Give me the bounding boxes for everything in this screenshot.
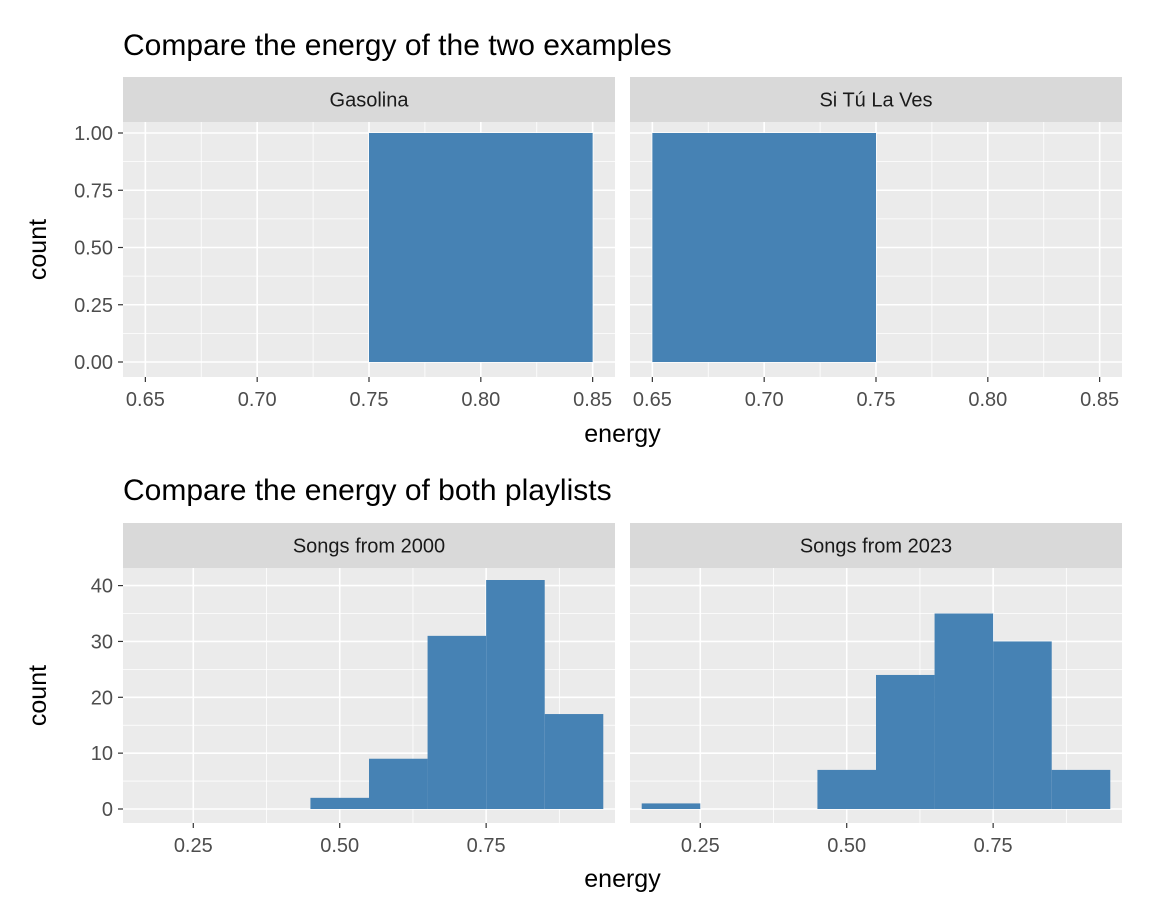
x-tick-label: 0.65 xyxy=(633,389,672,411)
histogram-bar xyxy=(369,133,593,362)
x-axis-title: energy xyxy=(584,865,661,893)
x-tick-label: 0.65 xyxy=(126,389,165,411)
histogram-bar xyxy=(934,613,994,809)
x-tick-label: 0.50 xyxy=(320,835,359,857)
x-tick-label: 0.75 xyxy=(857,389,896,411)
x-tick-label: 0.85 xyxy=(1080,389,1119,411)
x-tick-label: 0.25 xyxy=(174,835,213,857)
x-tick-label: 0.70 xyxy=(238,389,277,411)
facet-label: Si Tú La Ves xyxy=(819,90,932,112)
y-tick-label: 0 xyxy=(102,799,113,821)
y-axis-title: count xyxy=(24,219,52,280)
y-tick-label: 0.25 xyxy=(74,295,113,317)
y-axis-title: count xyxy=(24,665,52,726)
facet-strip xyxy=(630,523,1122,568)
facet-panel: Si Tú La Ves 0.65 0.70 0.75 0.80 0.85 xyxy=(630,77,1122,411)
x-tick-label: 0.85 xyxy=(573,389,612,411)
histogram-bar xyxy=(1051,769,1111,809)
histogram-bar xyxy=(641,803,701,809)
histogram-bar xyxy=(544,714,604,809)
y-tick-label: 40 xyxy=(91,576,113,598)
x-tick-label: 0.75 xyxy=(974,835,1013,857)
chart-title: Compare the energy of both playlists xyxy=(123,474,612,507)
histogram-bar xyxy=(817,769,876,809)
chart-2: Compare the energy of both playlists Song… xyxy=(24,474,1122,893)
facet-label: Gasolina xyxy=(330,90,410,112)
x-tick-label: 0.70 xyxy=(745,389,784,411)
facet-label: Songs from 2023 xyxy=(800,536,952,558)
facet-label: Songs from 2000 xyxy=(293,536,445,558)
histogram-bar xyxy=(486,580,545,809)
y-tick-label: 1.00 xyxy=(74,123,113,145)
facet-panel: Songs from 2000 0.25 0.50 0.75 0 10 20 30 40 xyxy=(91,523,615,857)
chart-title: Compare the energy of the two examples xyxy=(123,29,672,62)
facet-panel: Gasolina 0.65 0.70 0.75 0.80 0.85 0.00 0.25 0.50… xyxy=(74,77,615,411)
y-tick-label: 0.00 xyxy=(74,352,113,374)
x-tick-label: 0.75 xyxy=(467,835,506,857)
facet-strip xyxy=(123,523,615,568)
y-tick-label: 0.75 xyxy=(74,180,113,202)
x-tick-label: 0.75 xyxy=(350,389,389,411)
histogram-bar xyxy=(427,635,487,809)
facet-panel: Songs from 2023 0.25 0.50 0.75 xyxy=(630,523,1122,857)
x-tick-label: 0.80 xyxy=(968,389,1007,411)
y-tick-label: 10 xyxy=(91,743,113,765)
histogram-bar xyxy=(310,797,369,809)
histogram-bar xyxy=(652,133,876,362)
facet-strip xyxy=(630,77,1122,122)
x-tick-label: 0.25 xyxy=(681,835,720,857)
x-axis-title: energy xyxy=(584,420,661,448)
facet-strip xyxy=(123,77,615,122)
x-tick-label: 0.50 xyxy=(827,835,866,857)
y-tick-label: 30 xyxy=(91,631,113,653)
histogram-bar xyxy=(369,758,428,809)
histogram-bar xyxy=(876,674,935,809)
y-tick-label: 20 xyxy=(91,687,113,709)
chart-1: Compare the energy of the two examples Ga… xyxy=(24,29,1122,448)
y-tick-label: 0.50 xyxy=(74,238,113,260)
histogram-bar xyxy=(993,641,1052,809)
x-tick-label: 0.80 xyxy=(461,389,500,411)
